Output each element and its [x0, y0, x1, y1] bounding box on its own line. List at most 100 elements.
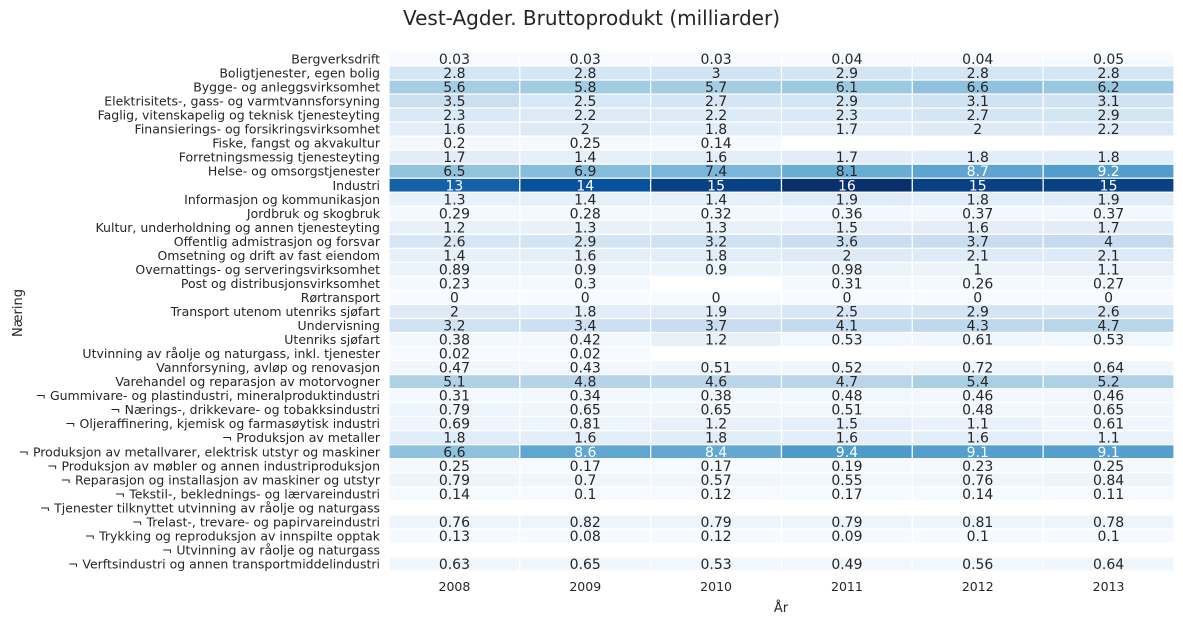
cell-value-label: 2.5	[836, 305, 858, 321]
cell-value-label: 0.81	[570, 417, 601, 433]
cell-value-label: 0.65	[1093, 403, 1124, 419]
cell-value-label: 2.8	[443, 66, 465, 82]
cell-value-label: 0.53	[700, 557, 731, 573]
cell-value-label: 0.26	[962, 276, 993, 292]
cell-value-label: 0.23	[439, 276, 470, 292]
cell-value-label: 2.9	[836, 94, 858, 110]
cell-value-label: 15	[969, 178, 987, 194]
cell-value-label: 6.2	[1097, 80, 1119, 96]
cell-value-label: 1.6	[705, 150, 727, 166]
row-label: ¬ Produksjon av metaller	[222, 430, 381, 445]
cell-value-label: 1.6	[967, 220, 989, 236]
cell-value-label: 0.02	[439, 347, 470, 363]
cell-value-label: 14	[576, 178, 594, 194]
heatmap-cells: 0.03 0.03 0.03 0.04 0.04 0.052.8 2.8 3 2.9 2.8 2.8…	[388, 51, 1175, 573]
row-label: Helse- og omsorgstjenester	[208, 164, 381, 179]
cell-value-label: 2.6	[443, 234, 465, 250]
cell-value-label: 0.17	[831, 487, 862, 503]
cell-value-label: 0.04	[831, 52, 862, 68]
cell-value-label: 0.19	[831, 459, 862, 475]
cell-value-label: 0.64	[1093, 361, 1124, 377]
cell-value-label: 0.3	[574, 276, 596, 292]
cell-value-label: 0.1	[1097, 529, 1119, 545]
cell-value-label: 2.9	[1097, 108, 1119, 124]
cell-value-label: 0.11	[1093, 487, 1124, 503]
row-label: Industri	[333, 178, 381, 193]
cell-value-label: 4.1	[836, 319, 858, 335]
cell-value-label: 0.9	[574, 262, 596, 278]
cell-value-label: 4.6	[705, 375, 727, 391]
row-label: Finansierings- og forsikringsvirksomhet	[135, 122, 381, 137]
row-label: ¬ Oljeraffinering, kjemisk og farmasøyti…	[65, 416, 380, 431]
cell-value-label: 1.7	[443, 150, 465, 166]
row-label: ¬ Verftsindustri og annen transportmidde…	[68, 556, 380, 571]
cell-value-label: 0.23	[962, 459, 993, 475]
cell-value-label: 1.9	[836, 192, 858, 208]
cell-value-label: 3.5	[443, 94, 465, 110]
cell-value-label: 0.72	[962, 361, 993, 377]
row-label: Informasjon og kommunikasjon	[184, 192, 380, 207]
cell-value-label: 2	[581, 122, 590, 138]
cell-value-label: 0.12	[700, 529, 731, 545]
cell-value-label: 6.6	[967, 80, 989, 96]
cell-value-label: 8.7	[967, 164, 989, 180]
cell-value-label: 1.2	[443, 220, 465, 236]
cell-value-label: 4.7	[836, 375, 858, 391]
row-label: Jordbruk og skogbruk	[246, 206, 381, 221]
cell-value-label: 1.7	[1097, 220, 1119, 236]
cell-value-label: 0.79	[700, 515, 731, 531]
cell-value-label: 0.42	[570, 333, 601, 349]
cell-value-label: 2.8	[967, 66, 989, 82]
cell-value-label: 0.25	[1093, 459, 1124, 475]
cell-value-label: 0.43	[570, 361, 601, 377]
cell-value-label: 6.9	[574, 164, 596, 180]
cell-value-label: 0	[581, 290, 590, 306]
row-label: Offentlig admistrasjon og forsvar	[174, 234, 381, 249]
cell-value-label: 0.55	[831, 473, 862, 489]
cell-value-label: 0.46	[962, 389, 993, 405]
cell-value-label: 0.98	[831, 262, 862, 278]
cell-value-label: 9.2	[1097, 164, 1119, 180]
cell-value-label: 0.31	[831, 276, 862, 292]
cell-value-label: 0.32	[700, 206, 731, 222]
column-label: 2012	[962, 579, 994, 594]
cell-value-label: 5.8	[574, 80, 596, 96]
cell-value-label: 5.6	[443, 80, 465, 96]
cell-value-label: 0.12	[700, 487, 731, 503]
cell-value-label: 0.61	[1093, 417, 1124, 433]
cell-value-label: 0.36	[831, 206, 862, 222]
row-label: Overnattings- og serveringsvirksomhet	[135, 262, 380, 277]
row-label: Utenriks sjøfart	[284, 332, 380, 347]
cell-value-label: 0.29	[439, 206, 470, 222]
cell-value-label: 1.8	[443, 431, 465, 447]
cell-value-label: 0.64	[1093, 557, 1124, 573]
column-label: 2010	[700, 579, 732, 594]
cell-value-label: 1.6	[443, 122, 465, 138]
cell-value-label: 0.17	[700, 459, 731, 475]
cell-value-label: 6.6	[443, 445, 465, 461]
cell-value-label: 0.04	[962, 52, 993, 68]
cell-value-label: 1.1	[1097, 431, 1119, 447]
cell-value-label: 6.1	[836, 80, 858, 96]
cell-value-label: 1.8	[967, 192, 989, 208]
cell-value-label: 7.4	[705, 164, 727, 180]
cell-value-label: 3.7	[967, 234, 989, 250]
cell-value-label: 8.6	[574, 445, 596, 461]
cell-value-label: 0.61	[962, 333, 993, 349]
cell-value-label: 0.9	[705, 262, 727, 278]
cell-value-label: 0.65	[700, 403, 731, 419]
cell-value-label: 0.84	[1093, 473, 1124, 489]
cell-value-label: 1.7	[836, 150, 858, 166]
cell-value-label: 4.3	[967, 319, 989, 335]
cell-value-label: 2.7	[705, 94, 727, 110]
cell-value-label: 0	[842, 290, 851, 306]
cell-value-label: 13	[446, 178, 464, 194]
cell-value-label: 0.53	[831, 333, 862, 349]
cell-value-label: 0.09	[831, 529, 862, 545]
cell-value-label: 8.4	[705, 445, 727, 461]
row-label: Omsetning og drift av fast eiendom	[157, 248, 380, 263]
cell-value-label: 0.14	[439, 487, 470, 503]
row-label: Utvinning av råolje og naturgass, inkl. …	[82, 346, 380, 361]
cell-value-label: 2.7	[967, 108, 989, 124]
cell-value-label: 0.65	[570, 557, 601, 573]
